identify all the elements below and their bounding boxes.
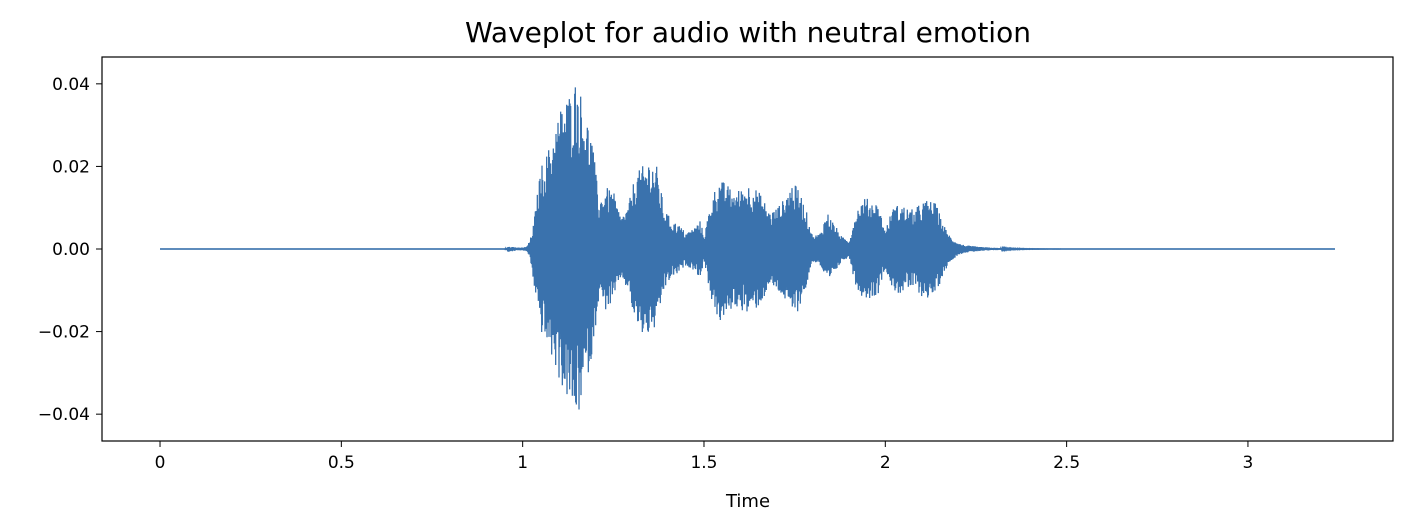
y-tick-label: 0.04	[52, 75, 90, 95]
x-tick-label: 1.5	[690, 453, 717, 473]
x-tick-label: 2	[880, 453, 891, 473]
chart-title: Waveplot for audio with neutral emotion	[465, 16, 1031, 49]
y-tick-label: −0.04	[38, 405, 90, 425]
y-tick-label: −0.02	[38, 323, 90, 343]
x-axis: 0 0.5 1 1.5 2 2.5 3	[155, 441, 1254, 473]
x-tick-label: 1	[517, 453, 528, 473]
y-tick-label: 0.02	[52, 157, 90, 177]
x-tick-label: 0.5	[328, 453, 355, 473]
x-tick-label: 3	[1243, 453, 1254, 473]
x-axis-label: Time	[725, 491, 770, 512]
y-axis: −0.04 −0.02 0.00 0.02 0.04	[38, 75, 102, 425]
y-tick-label: 0.00	[52, 240, 90, 260]
x-tick-label: 2.5	[1053, 453, 1080, 473]
x-tick-label: 0	[155, 453, 166, 473]
plot-area	[160, 87, 1335, 410]
